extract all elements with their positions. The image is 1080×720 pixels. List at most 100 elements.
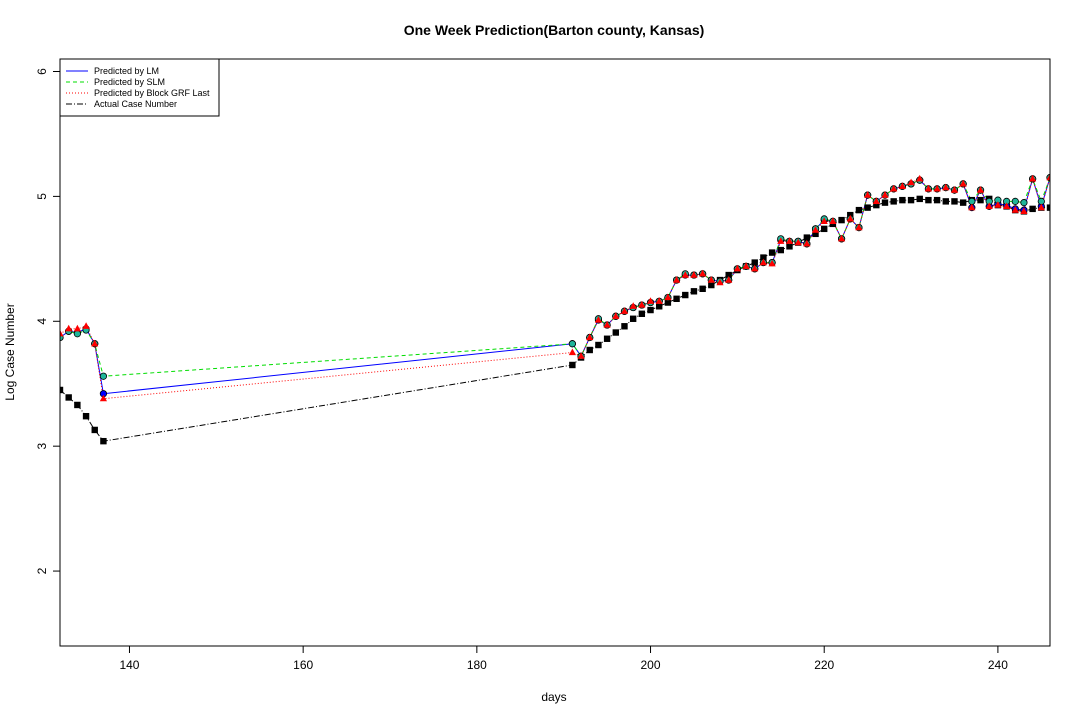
data-point-actual xyxy=(569,361,576,369)
data-point-actual xyxy=(1029,205,1036,213)
series-line-lm xyxy=(60,177,1050,395)
plot-area xyxy=(60,173,1050,445)
legend-label-slm: Predicted by SLM xyxy=(94,77,165,87)
data-point-actual xyxy=(1046,204,1050,211)
data-point-actual xyxy=(638,310,646,317)
data-point-actual xyxy=(890,198,897,205)
data-point-actual xyxy=(586,346,593,354)
data-point-grf xyxy=(577,352,585,359)
data-point-grf xyxy=(655,297,663,304)
series-line-actual xyxy=(60,198,1050,442)
data-point-grf xyxy=(759,258,767,266)
data-point-grf xyxy=(65,324,73,332)
data-point-grf xyxy=(916,174,924,182)
data-point-grf xyxy=(942,183,950,191)
data-point-grf xyxy=(586,333,594,341)
x-tick-label: 240 xyxy=(988,658,1008,672)
data-point-actual xyxy=(751,259,758,266)
data-point-actual xyxy=(74,401,81,409)
legend: Predicted by LM Predicted by SLM Predict… xyxy=(59,58,220,117)
data-point-actual xyxy=(907,196,915,204)
data-point-grf xyxy=(820,217,828,224)
data-point-actual xyxy=(708,281,715,289)
data-point-grf xyxy=(73,324,81,332)
data-point-actual xyxy=(821,225,828,233)
data-point-actual xyxy=(881,199,889,206)
data-point-actual xyxy=(647,306,654,314)
legend-label-actual: Actual Case Number xyxy=(94,99,177,109)
data-point-actual xyxy=(603,335,611,342)
data-point-grf xyxy=(785,237,794,244)
y-tick-label: 4 xyxy=(35,318,49,325)
data-point-grf xyxy=(855,223,863,231)
data-point-grf xyxy=(924,184,932,192)
data-point-actual xyxy=(959,199,967,206)
data-point-actual xyxy=(690,288,698,295)
data-point-actual xyxy=(595,341,602,349)
x-tick-label: 180 xyxy=(467,658,487,672)
data-point-grf xyxy=(638,301,646,308)
data-point-actual xyxy=(656,303,663,310)
data-point-grf xyxy=(733,264,741,272)
y-axis: 2 3 4 5 6 xyxy=(35,68,60,574)
plot-frame xyxy=(59,58,1051,647)
data-point-grf xyxy=(933,184,941,192)
data-point-grf xyxy=(794,238,802,246)
data-point-actual xyxy=(855,206,863,214)
data-point-grf xyxy=(681,271,689,278)
data-point-grf xyxy=(725,276,733,283)
data-point-actual xyxy=(916,195,923,203)
data-point-grf xyxy=(1037,203,1045,211)
data-point-grf xyxy=(742,262,750,269)
data-point-actual xyxy=(838,216,845,224)
data-point-grf xyxy=(768,259,776,267)
data-point-slm xyxy=(968,197,976,205)
x-axis-label: days xyxy=(541,690,566,704)
data-point-grf xyxy=(82,322,90,329)
data-point-grf xyxy=(603,321,611,328)
data-point-actual xyxy=(621,323,628,330)
data-point-actual xyxy=(100,437,107,445)
data-point-actual xyxy=(629,315,637,322)
data-point-actual xyxy=(812,230,819,238)
data-point-actual xyxy=(942,198,949,205)
data-point-grf xyxy=(594,316,602,323)
chart-title: One Week Prediction(Barton county, Kansa… xyxy=(404,22,705,38)
data-point-actual xyxy=(725,271,732,279)
data-point-grf xyxy=(811,226,820,233)
data-point-actual xyxy=(65,394,72,401)
data-point-grf xyxy=(60,329,64,337)
data-point-slm xyxy=(73,330,81,338)
data-point-actual xyxy=(768,249,776,256)
data-point-grf xyxy=(994,201,1002,208)
data-point-grf xyxy=(699,269,707,277)
data-point-grf xyxy=(985,202,993,209)
data-point-actual xyxy=(873,201,880,209)
data-point-actual xyxy=(925,196,932,204)
data-point-actual xyxy=(664,299,672,306)
data-point-grf xyxy=(907,178,915,186)
data-point-grf xyxy=(1003,202,1011,209)
data-point-grf xyxy=(716,278,724,286)
data-point-actual xyxy=(673,295,680,302)
data-point-grf xyxy=(1020,207,1028,214)
data-point-grf xyxy=(890,184,898,192)
data-point-grf xyxy=(673,276,681,283)
data-point-grf xyxy=(968,203,976,211)
x-tick-label: 220 xyxy=(814,658,834,672)
data-point-grf xyxy=(959,179,967,187)
data-point-grf xyxy=(620,307,629,314)
x-tick-label: 140 xyxy=(119,658,139,672)
data-point-grf xyxy=(751,264,759,272)
data-point-grf xyxy=(777,237,785,244)
data-point-actual xyxy=(82,412,90,420)
data-point-grf xyxy=(646,297,655,304)
data-point-grf xyxy=(864,191,872,198)
legend-label-lm: Predicted by LM xyxy=(94,66,159,76)
data-point-actual xyxy=(864,204,871,211)
data-point-grf xyxy=(846,214,854,222)
data-point-slm xyxy=(1011,197,1019,205)
data-point-grf xyxy=(99,394,107,402)
data-point-grf xyxy=(1029,174,1037,182)
data-point-slm xyxy=(1037,197,1045,205)
